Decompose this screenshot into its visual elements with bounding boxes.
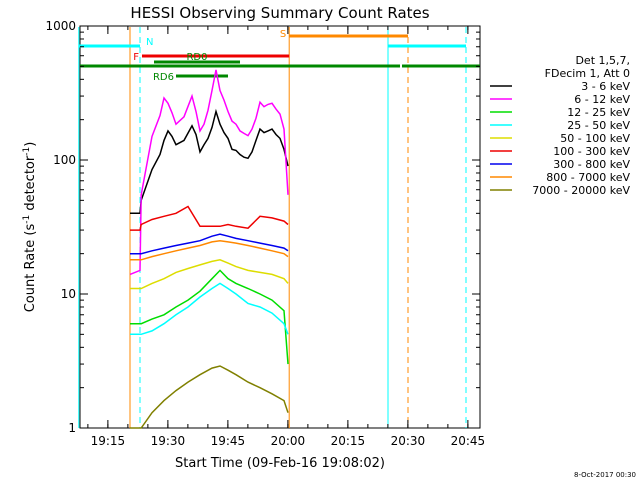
x-tick-label: 19:45: [211, 434, 246, 448]
series-line-9: [130, 365, 289, 429]
flag-label: N: [146, 37, 153, 48]
y-axis-label-part-3: ): [23, 142, 38, 147]
legend-header-2: FDecim 1, Att 0: [545, 67, 630, 80]
legend-entry-label: 50 - 100 keV: [560, 132, 630, 145]
legend-entry-label: 800 - 7000 keV: [546, 171, 630, 184]
legend-entry-label: 6 - 12 keV: [574, 93, 630, 106]
series-line-2: [129, 69, 289, 276]
series-line-7: [130, 233, 289, 255]
series-line-3: [130, 269, 289, 365]
x-tick-label: 19:15: [91, 434, 126, 448]
y-axis-label-exp-1: -1: [22, 215, 32, 224]
flag-label: S: [280, 29, 286, 40]
legend-entry-label: 300 - 800 keV: [553, 158, 630, 171]
series-line-5: [130, 259, 289, 290]
footer-timestamp: 8-Oct-2017 00:30: [574, 471, 636, 479]
y-axis-label-part-1: Count Rate (s: [23, 224, 38, 313]
x-tick-label: 20:30: [391, 434, 426, 448]
y-tick-label: 10: [61, 287, 76, 301]
x-tick-label: 20:00: [271, 434, 306, 448]
y-axis-label-part-2: detector: [23, 155, 38, 215]
chart-title: HESSI Observing Summary Count Rates: [130, 4, 429, 22]
legend-entry-label: 3 - 6 keV: [581, 80, 630, 93]
y-axis-label-exp-2: -1: [22, 147, 32, 156]
y-tick-label: 1: [68, 421, 76, 435]
legend-entry-label: 7000 - 20000 keV: [532, 184, 630, 197]
series-line-8: [130, 239, 289, 261]
x-tick-label: 20:45: [451, 434, 486, 448]
vertical-markers: [78, 27, 467, 428]
flag-label: RD0: [186, 52, 207, 63]
y-axis-label: Count Rate (s-1 detector-1): [22, 142, 38, 313]
legend-entry-label: 100 - 300 keV: [553, 145, 630, 158]
x-tick-label: 19:30: [151, 434, 186, 448]
x-axis-label: Start Time (09-Feb-16 19:08:02): [175, 456, 385, 471]
y-tick-label: 100: [53, 153, 76, 167]
legend-entry-label: 25 - 50 keV: [567, 119, 630, 132]
flag-label: RD6: [153, 72, 174, 83]
series-line-4: [130, 282, 289, 336]
flag-label: F: [133, 52, 139, 63]
x-tick-label: 20:15: [331, 434, 366, 448]
series-line-6: [130, 205, 289, 231]
series-line-1: [130, 108, 289, 215]
legend-entry-label: 12 - 25 keV: [567, 106, 630, 119]
legend-header-1: Det 1,5,7,: [575, 54, 630, 67]
x-axis-ticks: 19:15 19:30 19:45 20:00 20:15 20:30 20:45: [87, 26, 486, 448]
series-lines: [129, 69, 289, 429]
plot-frame: [79, 25, 481, 429]
y-tick-label: 1000: [45, 19, 76, 33]
y-axis-ticks: 1 10 100 1000: [45, 19, 480, 435]
flag-bars: N S F RD0 RD6: [78, 29, 480, 83]
